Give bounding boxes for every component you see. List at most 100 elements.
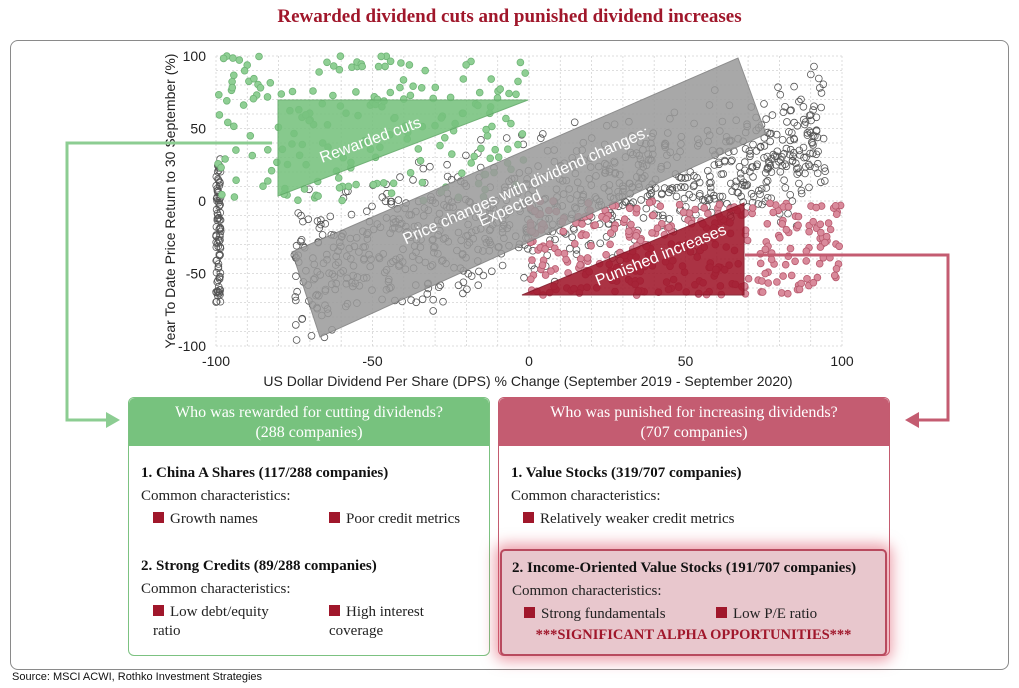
- scatter-point: [344, 182, 353, 191]
- scatter-point: [625, 204, 634, 213]
- scatter-point: [799, 103, 808, 111]
- scatter-point: [329, 62, 338, 70]
- scatter-point: [806, 70, 815, 79]
- scatter-point: [229, 54, 237, 62]
- scatter-point: [406, 91, 415, 100]
- scatter-point: [819, 134, 828, 143]
- scatter-point: [596, 239, 604, 248]
- scatter-point: [523, 245, 532, 253]
- scatter-point: [773, 147, 782, 156]
- scatter-point: [738, 180, 747, 189]
- scatter-point: [772, 130, 781, 139]
- x-tick-label: 0: [525, 353, 533, 369]
- scatter-point: [507, 119, 515, 128]
- scatter-point: [806, 162, 814, 171]
- scatter-point: [816, 228, 825, 237]
- scatter-point: [406, 169, 415, 177]
- scatter-point: [463, 285, 471, 294]
- scatter-point: [494, 153, 503, 162]
- scatter-point: [690, 181, 698, 189]
- scatter-point: [294, 196, 302, 205]
- scatter-point: [475, 88, 484, 97]
- scatter-point: [267, 166, 276, 175]
- scatter-point: [821, 167, 829, 176]
- scatter-point: [288, 87, 297, 96]
- scatter-point: [477, 136, 485, 144]
- y-tick-label: 0: [198, 193, 206, 209]
- scatter-point: [505, 89, 513, 98]
- scatter-point: [502, 114, 510, 123]
- scatter-point: [715, 200, 724, 209]
- scatter-point: [591, 221, 599, 229]
- scatter-point: [387, 200, 396, 208]
- punished-group1-subtitle: Common characteristics:: [511, 488, 661, 504]
- scatter-point: [831, 202, 840, 210]
- scatter-point: [763, 220, 772, 228]
- scatter-point: [528, 256, 536, 264]
- scatter-point: [653, 224, 662, 233]
- scatter-point: [394, 196, 403, 204]
- scatter-point: [780, 149, 788, 158]
- scatter-point: [627, 220, 635, 229]
- scatter-point: [791, 159, 800, 168]
- scatter-point: [228, 83, 237, 92]
- scatter-point: [762, 178, 771, 186]
- scatter-point: [703, 167, 712, 175]
- scatter-point: [249, 94, 258, 103]
- scatter-point: [769, 208, 777, 217]
- scatter-point: [230, 71, 238, 80]
- scatter-point: [756, 143, 765, 152]
- scatter-point: [761, 245, 770, 254]
- scatter-point: [606, 229, 615, 237]
- scatter-point: [796, 151, 804, 159]
- scatter-point: [779, 272, 787, 280]
- y-axis-label: Year To Date Price Return to 30 Septembe…: [162, 54, 178, 349]
- scatter-point: [538, 130, 547, 138]
- scatter-point: [293, 287, 301, 296]
- punished-region: [521, 202, 745, 296]
- x-tick-label: 100: [830, 353, 854, 369]
- scatter-point: [291, 296, 300, 305]
- scatter-point: [223, 97, 231, 105]
- scatter-point: [620, 215, 629, 224]
- scatter-point: [482, 125, 490, 134]
- scatter-point: [636, 236, 645, 245]
- scatter-point: [705, 179, 714, 188]
- scatter-point: [352, 180, 360, 189]
- scatter-point: [431, 83, 440, 92]
- scatter-point: [786, 244, 795, 253]
- list-item: Low P/E ratio: [716, 605, 817, 624]
- scatter-point: [409, 82, 417, 90]
- list-item: Growth names: [153, 510, 258, 529]
- scatter-point: [232, 146, 240, 154]
- scatter-point: [459, 289, 467, 298]
- scatter-point: [772, 161, 780, 169]
- scatter-point: [706, 183, 715, 192]
- scatter-point: [786, 145, 795, 154]
- scatter-point: [762, 184, 771, 192]
- scatter-point: [774, 83, 782, 91]
- scatter-point: [781, 184, 790, 192]
- scatter-point: [526, 275, 535, 284]
- scatter-point: [587, 242, 595, 250]
- scatter-point: [691, 205, 699, 214]
- scatter-point: [719, 170, 727, 178]
- scatter-point: [790, 118, 798, 127]
- scatter-point: [741, 166, 749, 175]
- scatter-point: [806, 149, 814, 158]
- scatter-point: [700, 204, 708, 212]
- scatter-point: [680, 194, 689, 203]
- scatter-point: [387, 197, 396, 206]
- y-tick-label: -100: [178, 338, 206, 354]
- bullet-square-icon: [716, 607, 727, 618]
- scatter-point: [625, 227, 633, 236]
- scatter-point: [338, 196, 346, 205]
- scatter-point: [248, 151, 257, 160]
- scatter-point: [386, 88, 395, 97]
- scatter-point: [648, 229, 656, 237]
- scatter-point: [454, 281, 463, 290]
- scatter-point: [240, 66, 249, 75]
- rewarded-region: [277, 99, 529, 197]
- scatter-point: [369, 180, 378, 189]
- scatter-point: [710, 161, 719, 169]
